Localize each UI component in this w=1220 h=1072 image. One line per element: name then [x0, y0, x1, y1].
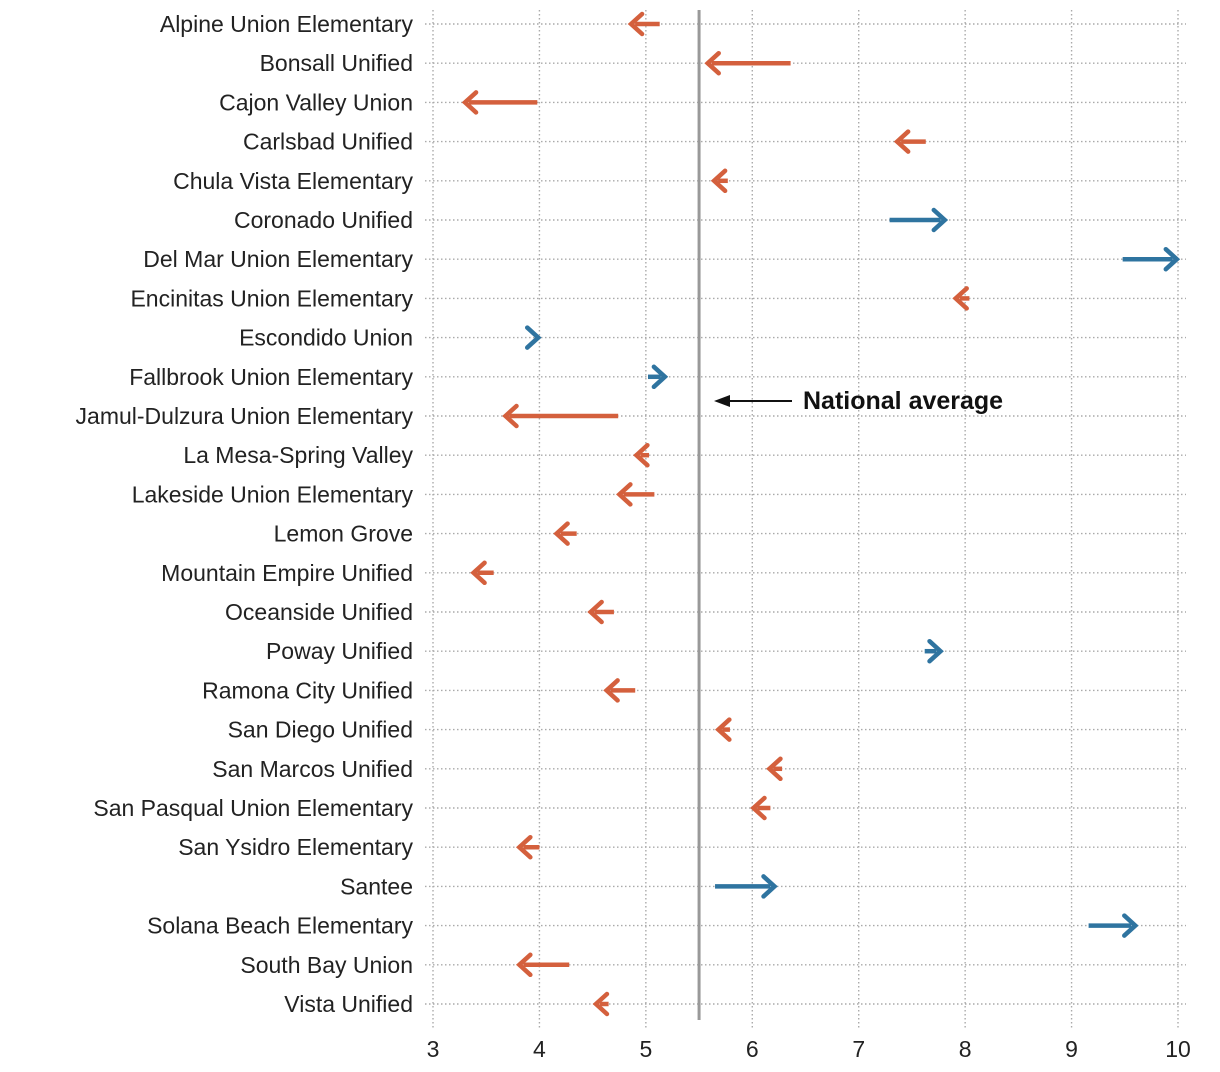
x-axis-ticks: 3 4 5 6 7 8 9 10	[427, 1036, 1191, 1062]
arrows	[461, 11, 1181, 1017]
arrow-mark	[647, 364, 669, 390]
category-label: Del Mar Union Elementary	[143, 246, 413, 272]
category-label: Fallbrook Union Elementary	[129, 364, 413, 390]
category-label: Encinitas Union Elementary	[130, 285, 413, 311]
category-label: Alpine Union Elementary	[160, 11, 414, 37]
gridlines	[425, 10, 1186, 1030]
category-label: Santee	[340, 873, 413, 899]
category-label: Mountain Empire Unified	[161, 560, 413, 586]
arrowhead-icon	[1122, 913, 1139, 938]
arrowhead-icon	[761, 874, 778, 899]
arrow-mark	[952, 286, 970, 311]
x-tick-label: 4	[533, 1036, 546, 1062]
arrow-mark	[750, 795, 771, 821]
arrowhead-icon	[502, 403, 519, 429]
arrow-mark	[715, 874, 778, 899]
category-label: Bonsall Unified	[260, 50, 413, 76]
arrow-mark	[616, 482, 655, 507]
arrowhead-icon	[592, 991, 610, 1017]
arrowhead-icon	[587, 599, 604, 625]
x-tick-label: 9	[1065, 1036, 1078, 1062]
x-tick-label: 8	[959, 1036, 972, 1062]
category-label: Oceanside Unified	[225, 599, 413, 625]
arrowhead-icon	[927, 638, 944, 664]
category-label: Lakeside Union Elementary	[132, 481, 414, 507]
arrow-mark	[603, 678, 636, 703]
arrowhead-icon	[470, 560, 487, 586]
arrow-mark	[461, 90, 538, 115]
x-tick-label: 10	[1165, 1036, 1191, 1062]
x-tick-label: 3	[427, 1036, 440, 1062]
category-label: San Pasqual Union Elementary	[93, 795, 413, 821]
arrow-mark	[924, 638, 944, 664]
x-tick-label: 6	[746, 1036, 759, 1062]
reference-annotation: National average	[714, 387, 1003, 415]
category-label: Carlsbad Unified	[243, 129, 413, 155]
category-label: San Marcos Unified	[212, 756, 413, 782]
category-labels: Alpine Union Elementary Bonsall Unified Ca…	[76, 11, 414, 1017]
category-label: San Diego Unified	[228, 717, 413, 743]
arrow-mark	[587, 599, 614, 625]
arrow-mark	[766, 756, 783, 782]
category-label: Chula Vista Elementary	[173, 168, 413, 194]
category-label: Poway Unified	[266, 638, 413, 664]
arrow-mark	[710, 168, 728, 194]
arrowhead-icon	[952, 286, 969, 311]
arrowhead-icon	[524, 325, 542, 350]
arrow-mark	[704, 50, 791, 76]
arrow-mark	[627, 11, 660, 37]
arrow-mark	[524, 325, 542, 350]
arrow-mark	[553, 521, 577, 546]
arrow-mark	[470, 560, 494, 586]
arrowhead-icon	[515, 952, 533, 978]
arrow-mark	[715, 717, 732, 742]
category-label: South Bay Union	[240, 952, 413, 978]
arrowhead-icon	[715, 717, 732, 742]
arrowhead-icon	[766, 756, 783, 782]
arrow-mark	[515, 834, 540, 860]
arrowhead-icon	[750, 795, 767, 821]
arrow-mark	[633, 442, 650, 468]
arrow-mark	[889, 207, 949, 233]
arrow-mark	[1088, 913, 1139, 938]
category-label: Vista Unified	[284, 991, 413, 1017]
x-tick-label: 5	[639, 1036, 652, 1062]
arrowhead-icon	[704, 50, 721, 76]
category-label: Jamul-Dulzura Union Elementary	[76, 403, 414, 429]
arrowhead-icon	[616, 482, 633, 507]
arrowhead-icon	[603, 678, 620, 703]
arrow-mark	[893, 129, 926, 154]
category-label: La Mesa-Spring Valley	[183, 442, 413, 468]
arrowhead-icon	[461, 90, 479, 115]
arrowhead-icon	[553, 521, 570, 546]
category-label: Escondido Union	[239, 325, 413, 351]
category-label: Lemon Grove	[274, 521, 413, 547]
category-label: Solana Beach Elementary	[147, 913, 413, 939]
arrowhead-icon	[931, 207, 949, 233]
category-label: San Ysidro Elementary	[178, 834, 413, 860]
arrowhead-icon	[1163, 246, 1181, 272]
arrowhead-icon	[633, 442, 650, 468]
reference-label: National average	[803, 387, 1003, 415]
arrow-mark	[515, 952, 570, 978]
x-tick-label: 7	[852, 1036, 865, 1062]
arrowhead-icon	[710, 168, 728, 194]
category-label: Ramona City Unified	[202, 677, 413, 703]
arrowhead-icon	[893, 129, 911, 154]
arrowhead-icon	[651, 364, 669, 390]
arrow-mark	[1122, 246, 1181, 272]
category-label: Cajon Valley Union	[219, 89, 413, 115]
arrowhead-icon	[515, 834, 533, 860]
arrow-mark	[502, 403, 619, 429]
category-label: Coronado Unified	[234, 207, 413, 233]
arrow-mark	[592, 991, 610, 1017]
annotation-arrowhead-icon	[714, 395, 730, 407]
arrowhead-icon	[627, 11, 645, 37]
